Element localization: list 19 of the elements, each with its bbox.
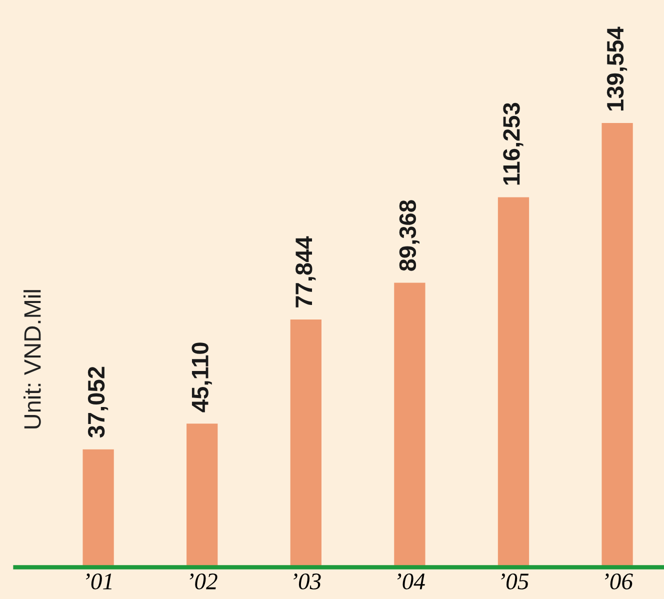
bar — [602, 123, 633, 568]
x-tick-label: ’05 — [501, 573, 529, 590]
data-label: 116,253 — [503, 102, 524, 185]
data-label: 37,052 — [88, 366, 108, 438]
data-label: 45,110 — [192, 342, 212, 412]
x-tick-label: ’01 — [86, 573, 112, 590]
data-label: 77,844 — [296, 236, 316, 308]
x-tick-label: ’04 — [397, 573, 425, 590]
x-tick-label: ’06 — [605, 573, 633, 590]
x-tick-label: ’03 — [294, 573, 321, 590]
data-label: 89,368 — [399, 200, 420, 271]
bar — [186, 424, 218, 568]
bar — [290, 319, 322, 568]
bar — [82, 449, 114, 568]
x-tick-label: ’02 — [190, 573, 218, 590]
bar — [394, 282, 426, 568]
y-axis-title: Unit: VND.Mil — [24, 290, 41, 428]
data-label: 139,554 — [606, 26, 628, 110]
bar — [498, 197, 530, 568]
